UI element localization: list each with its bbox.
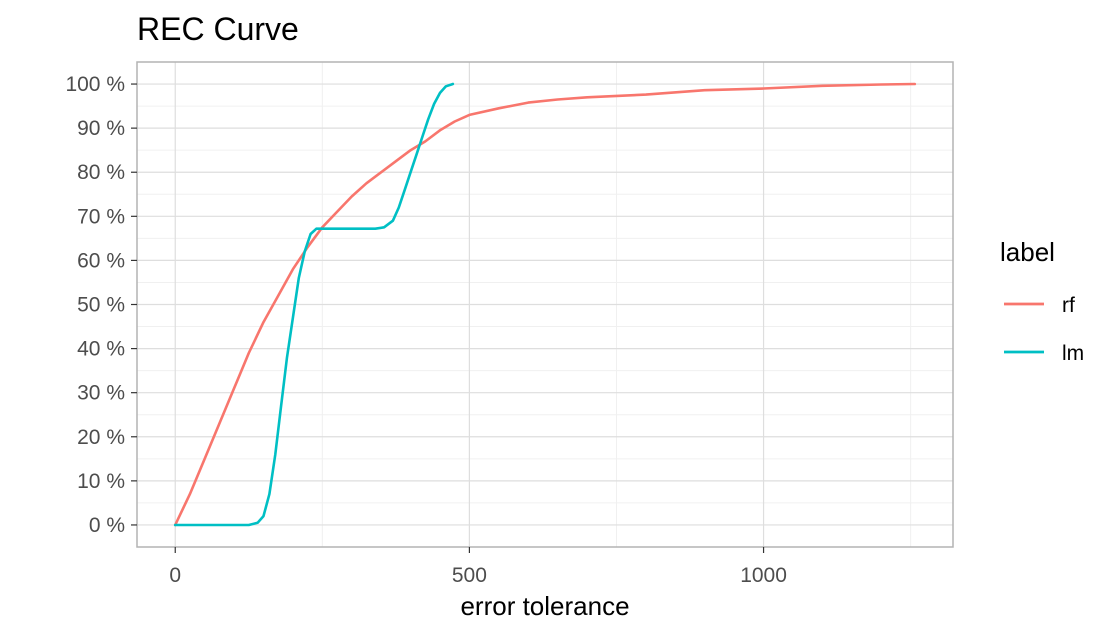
y-tick-label: 0 %	[89, 514, 125, 537]
y-tick-label: 80 %	[77, 161, 125, 184]
legend-label-rf: rf	[1062, 294, 1075, 317]
y-tick-label: 50 %	[77, 294, 125, 317]
legend-label-lm: lm	[1062, 342, 1084, 365]
y-tick-label: 70 %	[77, 205, 125, 228]
x-tick-label: 0	[169, 564, 181, 587]
series-layer	[173, 82, 917, 527]
legend-items: rf lm	[1004, 294, 1084, 365]
y-tick-label: 100 %	[65, 73, 125, 96]
x-tick-label: 500	[452, 564, 487, 587]
x-tick-label: 1000	[740, 564, 787, 587]
x-axis-ticks: 0 500 1000	[169, 547, 787, 587]
y-tick-label: 30 %	[77, 382, 125, 405]
legend-title: label	[1000, 237, 1055, 267]
y-tick-label: 40 %	[77, 338, 125, 361]
y-tick-label: 10 %	[77, 470, 125, 493]
y-tick-label: 90 %	[77, 117, 125, 140]
series-line-rf	[173, 82, 917, 527]
series-line-lm	[173, 82, 455, 527]
legend: label rf lm	[1000, 237, 1084, 365]
y-tick-label: 60 %	[77, 249, 125, 272]
x-axis-title: error tolerance	[460, 591, 629, 621]
y-axis-ticks: 0 % 10 % 20 % 30 % 40 % 50 % 60 % 70 % 80 % 90 % 1…	[65, 73, 137, 537]
y-tick-label: 20 %	[77, 426, 125, 449]
chart-title: REC Curve	[137, 11, 299, 47]
